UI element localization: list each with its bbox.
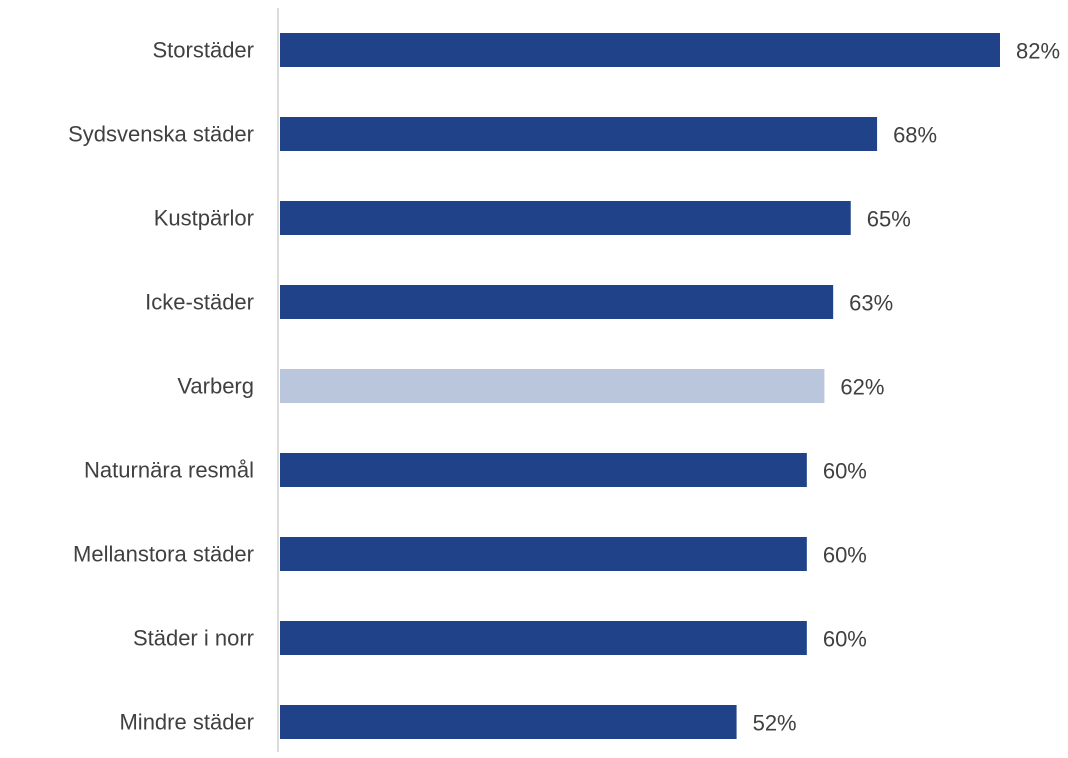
value-label-3: 63%	[849, 291, 893, 316]
bar-4	[280, 369, 825, 403]
category-label-6: Mellanstora städer	[73, 542, 254, 567]
category-label-2: Kustpärlor	[154, 206, 254, 231]
category-label-3: Icke-städer	[145, 290, 254, 315]
value-label-8: 52%	[753, 711, 797, 736]
value-label-2: 65%	[867, 207, 911, 232]
value-label-7: 60%	[823, 627, 867, 652]
bar-1	[280, 117, 878, 151]
value-label-6: 60%	[823, 543, 867, 568]
category-label-4: Varberg	[177, 374, 254, 399]
bar-3	[280, 285, 834, 319]
bar-6	[280, 537, 807, 571]
category-label-8: Mindre städer	[119, 710, 254, 735]
bars-group	[280, 33, 1000, 739]
bar-0	[280, 33, 1000, 67]
category-label-1: Sydsvenska städer	[68, 122, 254, 147]
category-label-0: Storstäder	[153, 38, 255, 63]
value-labels-group: 82% 68% 65% 63% 62% 60% 60% 60% 52%	[753, 39, 1060, 736]
bar-7	[280, 621, 807, 655]
value-label-4: 62%	[840, 375, 884, 400]
category-label-5: Naturnära resmål	[84, 458, 254, 483]
bar-8	[280, 705, 737, 739]
bar-5	[280, 453, 807, 487]
bar-2	[280, 201, 851, 235]
value-label-1: 68%	[893, 123, 937, 148]
category-label-7: Städer i norr	[133, 626, 254, 651]
value-label-5: 60%	[823, 459, 867, 484]
category-labels-group: Storstäder Sydsvenska städer Kustpärlor Ick…	[68, 38, 254, 735]
value-label-0: 82%	[1016, 39, 1060, 64]
